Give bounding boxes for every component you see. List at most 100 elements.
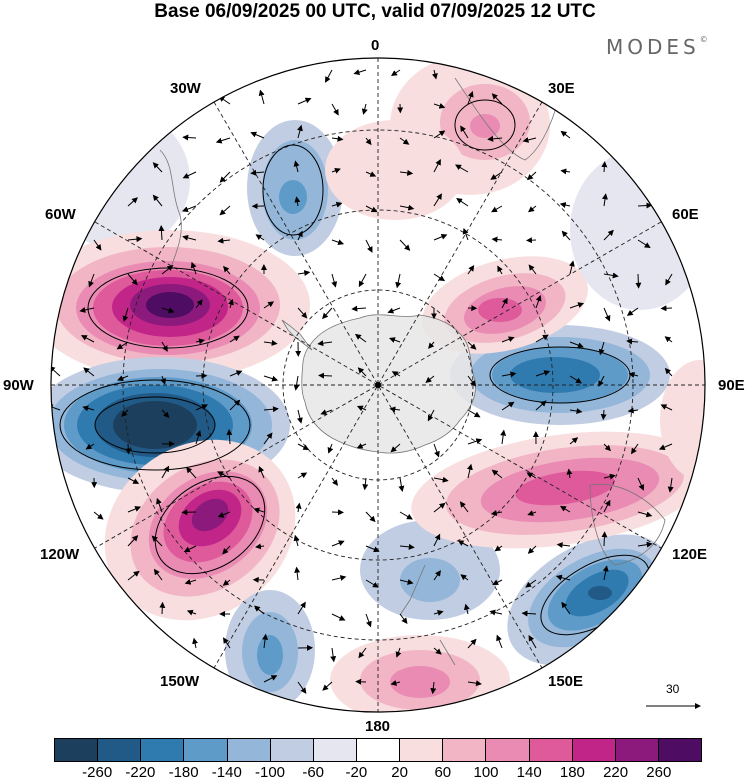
anomaly-shading (51, 58, 705, 712)
wind-vector (331, 239, 345, 246)
wind-vector (229, 370, 243, 377)
wind-vector (433, 570, 441, 581)
legend-swatch (55, 739, 99, 761)
wind-vector (351, 305, 367, 312)
legend-tick-label: -260 (82, 764, 113, 781)
wind-vector (331, 135, 344, 142)
wind-vector (228, 298, 234, 309)
wind-vector (331, 201, 343, 208)
wind-vector (297, 307, 308, 319)
streamlines (59, 99, 650, 636)
wind-vector (254, 605, 265, 615)
wind-vector (535, 334, 549, 343)
legend-tick-label: 180 (559, 764, 585, 781)
wind-vector (535, 370, 551, 377)
wind-vector (535, 294, 542, 309)
wind-vector (79, 307, 95, 313)
wind-vector (93, 511, 104, 520)
wind-vector (433, 533, 441, 547)
wind-vector (459, 501, 469, 513)
lon-label-120w: 120W (40, 546, 80, 563)
wind-vector (219, 171, 231, 183)
modes-logo: MODES© (606, 35, 708, 59)
wind-vector (501, 297, 508, 309)
wind-vector (182, 171, 197, 179)
wind-vector (603, 307, 611, 322)
wind-vector (229, 399, 241, 411)
wind-vector (223, 265, 231, 275)
legend-swatch (356, 739, 401, 761)
wind-vector (293, 534, 300, 547)
wind-vector (125, 443, 132, 455)
wind-vector (635, 273, 642, 289)
wind-vector (182, 205, 197, 212)
australia-coast (589, 483, 666, 566)
wind-vector (365, 205, 378, 213)
wind-vector (190, 261, 197, 275)
wind-vector (295, 502, 302, 513)
wind-vector (603, 229, 614, 241)
wind-vector (489, 609, 503, 616)
wind-vector (161, 409, 170, 419)
wind-vector (250, 169, 265, 176)
wind-vector (253, 507, 265, 514)
wind-vector (457, 540, 469, 547)
wind-vector (362, 477, 369, 491)
wind-vector (467, 91, 474, 105)
wind-vector (491, 469, 503, 479)
new-zealand-coast (399, 564, 456, 666)
color-legend (54, 738, 702, 762)
wind-vector (462, 227, 469, 241)
wind-vector (664, 367, 673, 377)
wind-vector (628, 372, 639, 378)
wind-vector (433, 193, 442, 207)
wind-vector (322, 307, 333, 320)
wind-vector (497, 265, 503, 275)
wind-vector (297, 681, 307, 694)
wind-vector (127, 236, 143, 243)
graticule (51, 58, 705, 712)
wind-vector (490, 171, 503, 180)
wind-vector (430, 681, 437, 695)
wind-vector (80, 335, 95, 343)
wind-vector (297, 270, 311, 276)
wind-vector (222, 579, 231, 586)
wind-vector (195, 338, 205, 345)
wind-vector (637, 511, 653, 518)
wind-vector (665, 273, 673, 286)
lon-label-150e: 150E (548, 673, 584, 690)
wind-vector (602, 193, 608, 207)
wind-vector (466, 463, 473, 479)
wind-vector (433, 443, 440, 458)
wind-vector (491, 93, 503, 105)
wind-vector (556, 542, 571, 549)
lon-label-30e: 30E (548, 80, 575, 97)
wind-vector (428, 341, 435, 349)
wind-vector (127, 197, 138, 207)
wind-vector (331, 575, 347, 581)
wind-vector (122, 307, 129, 323)
wind-vector (664, 336, 673, 343)
wind-vector (433, 234, 448, 241)
wind-vector (83, 367, 95, 377)
wind-vector (399, 511, 413, 520)
wind-vector (263, 675, 278, 683)
wind-vector (496, 634, 503, 649)
wind-vector (365, 511, 376, 523)
wind-vector (152, 162, 163, 173)
wind-vector (500, 429, 507, 445)
wind-vector (88, 273, 95, 288)
wind-vector (331, 540, 345, 547)
wind-vector (490, 510, 503, 516)
lon-label-90w: 90W (3, 377, 34, 394)
wind-vector (156, 497, 163, 513)
wind-vector (356, 405, 367, 412)
wind-vector (569, 408, 583, 414)
wind-vector (433, 610, 444, 616)
wind-vector (222, 545, 231, 555)
wind-vector (325, 69, 333, 83)
wind-vector (603, 499, 611, 513)
legend-swatch (572, 739, 616, 761)
wind-vector (184, 578, 197, 585)
wind-vector (660, 404, 673, 411)
